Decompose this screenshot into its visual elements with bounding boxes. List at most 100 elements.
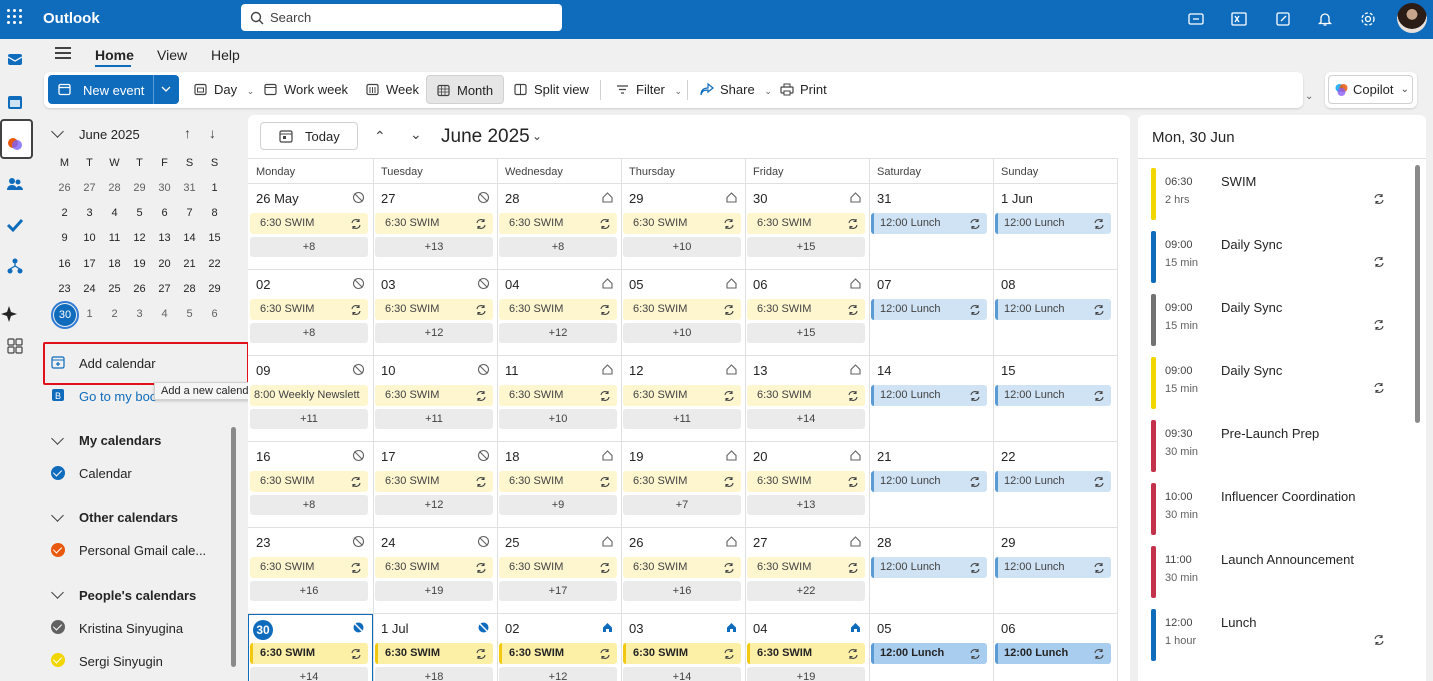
mini-calendar-day[interactable]: 1	[211, 182, 218, 194]
day-number[interactable]: 20	[753, 449, 768, 464]
todo-icon[interactable]	[6, 216, 24, 234]
more-events-button[interactable]: +16	[250, 581, 368, 601]
more-events-button[interactable]: +13	[747, 495, 865, 515]
swim-event[interactable]: 6:30 SWIM	[375, 213, 493, 234]
day-number[interactable]: 02	[256, 277, 271, 292]
agenda-event[interactable]: 06:30 2 hrs SWIM	[1151, 168, 1411, 220]
calendar-check-icon[interactable]	[51, 466, 65, 480]
day-number[interactable]: 09	[256, 363, 271, 378]
day-number[interactable]: 24	[381, 535, 396, 550]
mini-calendar-day[interactable]: 29	[133, 182, 146, 194]
work-week-view-button[interactable]: Work week	[262, 75, 348, 104]
swim-event[interactable]: 6:30 SWIM	[499, 643, 617, 664]
mini-calendar-day[interactable]: 28	[108, 182, 121, 194]
day-number[interactable]: 28	[877, 535, 892, 550]
tab-help[interactable]: Help	[211, 47, 240, 63]
lunch-event[interactable]: 12:00 Lunch	[995, 213, 1111, 234]
lunch-event[interactable]: 12:00 Lunch	[871, 471, 987, 492]
agenda-event[interactable]: 11:00 30 min Launch Announcement	[1151, 546, 1411, 598]
day-number[interactable]: 1 Jul	[381, 621, 409, 636]
swim-event[interactable]: 6:30 SWIM	[499, 471, 617, 492]
mini-calendar-day[interactable]: 14	[183, 232, 196, 245]
more-events-button[interactable]: +19	[375, 581, 493, 601]
day-number[interactable]: 04	[505, 277, 520, 292]
mini-calendar-day[interactable]: 10	[83, 232, 96, 245]
day-number[interactable]: 25	[505, 535, 520, 550]
more-events-button[interactable]: +10	[623, 323, 741, 343]
swim-event[interactable]: 6:30 SWIM	[747, 213, 865, 234]
more-events-button[interactable]: +14	[250, 667, 368, 681]
more-events-button[interactable]: +14	[623, 667, 741, 681]
more-events-button[interactable]: +16	[623, 581, 741, 601]
day-number[interactable]: 30	[753, 191, 768, 206]
day-number[interactable]: 02	[505, 621, 520, 636]
gmail-calendar-item[interactable]: Personal Gmail cale...	[79, 543, 207, 558]
notes-icon[interactable]	[1274, 10, 1292, 28]
tab-view[interactable]: View	[157, 47, 188, 63]
chevron-down-icon[interactable]	[161, 86, 171, 93]
swim-event[interactable]: 6:30 SWIM	[375, 471, 493, 492]
mini-calendar-day[interactable]: 31	[183, 182, 196, 194]
more-apps-icon[interactable]	[6, 337, 24, 355]
tab-home[interactable]: Home	[95, 47, 134, 63]
kristina-calendar-check-icon[interactable]	[51, 620, 65, 634]
arrow-up-icon[interactable]: ↑	[184, 125, 191, 141]
day-number[interactable]: 22	[1001, 449, 1016, 464]
day-number[interactable]: 30	[253, 620, 273, 640]
chevron-down-icon[interactable]: ⌄	[1400, 84, 1409, 95]
mini-calendar-day[interactable]: 27	[83, 182, 96, 194]
swim-event[interactable]: 6:30 SWIM	[747, 471, 865, 492]
mini-calendar-day[interactable]: 5	[136, 207, 143, 220]
more-events-button[interactable]: +12	[499, 667, 617, 681]
mini-calendar-day[interactable]: 17	[83, 257, 96, 270]
swim-event[interactable]: 6:30 SWIM	[747, 299, 865, 320]
mini-calendar-day[interactable]: 6	[211, 308, 218, 320]
more-events-button[interactable]: +8	[250, 237, 368, 257]
day-number[interactable]: 16	[256, 449, 271, 464]
mini-calendar-day[interactable]: 2	[61, 207, 68, 220]
swim-event[interactable]: 6:30 SWIM	[250, 299, 368, 320]
new-event-button[interactable]: New event	[48, 75, 179, 104]
day-number[interactable]: 26 May	[256, 191, 299, 206]
swim-event[interactable]: 6:30 SWIM	[623, 385, 741, 406]
mini-calendar-day[interactable]: 21	[183, 257, 196, 270]
sparkle-icon[interactable]	[0, 305, 18, 323]
agenda-scrollbar[interactable]	[1415, 165, 1420, 423]
more-events-button[interactable]: +12	[375, 495, 493, 515]
more-events-button[interactable]: +15	[747, 323, 865, 343]
agenda-event[interactable]: 10:00 30 min Influencer Coordination	[1151, 483, 1411, 535]
swim-event[interactable]: 6:30 SWIM	[623, 299, 741, 320]
mini-calendar-day[interactable]: 2	[111, 308, 118, 320]
more-events-button[interactable]: +12	[499, 323, 617, 343]
people-icon[interactable]	[6, 175, 24, 193]
lunch-event[interactable]: 12:00 Lunch	[871, 557, 987, 578]
calendar-item[interactable]: Calendar	[79, 466, 132, 481]
day-number[interactable]: 06	[753, 277, 768, 292]
day-number[interactable]: 11	[505, 363, 519, 378]
more-events-button[interactable]: +11	[375, 409, 493, 429]
other-calendars-header[interactable]: Other calendars	[79, 510, 178, 525]
more-events-button[interactable]: +15	[747, 237, 865, 257]
day-number[interactable]: 14	[877, 363, 892, 378]
agenda-event[interactable]: 09:00 15 min Daily Sync	[1151, 357, 1411, 409]
org-explorer-icon[interactable]	[6, 257, 24, 275]
swim-event[interactable]: 6:30 SWIM	[250, 643, 368, 664]
gear-icon[interactable]	[1359, 10, 1377, 28]
mini-calendar-day[interactable]: 15	[208, 232, 221, 245]
day-number[interactable]: 1 Jun	[1001, 191, 1033, 206]
calendar-app-icon[interactable]	[6, 93, 24, 111]
mini-calendar-day[interactable]: 25	[108, 282, 121, 295]
more-events-button[interactable]: +7	[623, 495, 741, 515]
day-number[interactable]: 10	[381, 363, 396, 378]
mini-calendar-day[interactable]: 23	[58, 282, 71, 295]
swim-event[interactable]: 6:30 SWIM	[375, 385, 493, 406]
copilot-app-icon[interactable]	[6, 135, 24, 153]
day-number[interactable]: 26	[629, 535, 644, 550]
swim-event[interactable]: 6:30 SWIM	[623, 643, 741, 664]
more-events-button[interactable]: +17	[499, 581, 617, 601]
calendar-rail-selected[interactable]	[0, 119, 33, 159]
day-number[interactable]: 12	[629, 363, 644, 378]
more-events-button[interactable]: +22	[747, 581, 865, 601]
agenda-event[interactable]: 12:00 1 hour Lunch	[1151, 609, 1411, 661]
avatar[interactable]	[1397, 3, 1427, 33]
